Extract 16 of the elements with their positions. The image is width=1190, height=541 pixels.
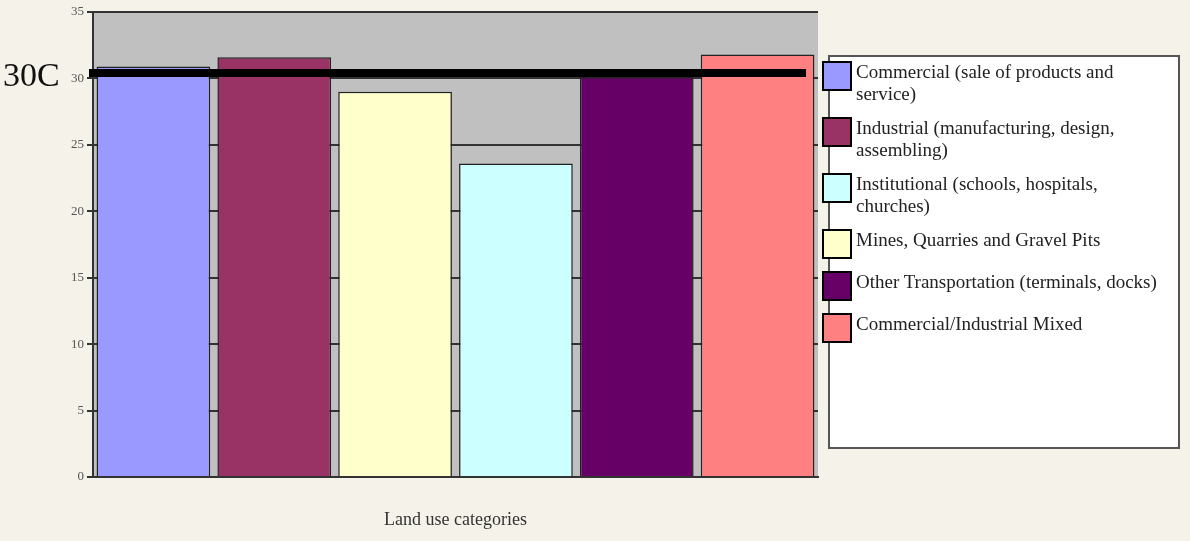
ref-line-label: 30C — [3, 56, 60, 94]
y-tick-label: 15 — [71, 269, 84, 285]
y-tick-label: 25 — [71, 136, 84, 152]
legend-label: Institutional (schools, hospitals, churches) — [856, 173, 1099, 217]
legend-label: Mines, Quarries and Gravel Pits — [856, 229, 1101, 251]
y-tick-label: 0 — [77, 468, 84, 484]
y-tick-label: 35 — [71, 3, 84, 19]
y-tick-label: 20 — [71, 202, 84, 218]
legend-label: Commercial (sale of products and service) — [856, 61, 1115, 105]
legend-label: Commercial/Industrial Mixed — [856, 313, 1083, 335]
x-axis-title: Land use categories — [384, 508, 527, 529]
y-tick-label: 10 — [71, 335, 84, 351]
legend-label: Other Transportation (terminals, docks) — [856, 271, 1157, 293]
legend-label: Industrial (manufacturing, design, assembling) — [856, 117, 1116, 161]
y-tick-label: 30 — [71, 69, 84, 85]
y-tick-label: 5 — [77, 401, 84, 417]
